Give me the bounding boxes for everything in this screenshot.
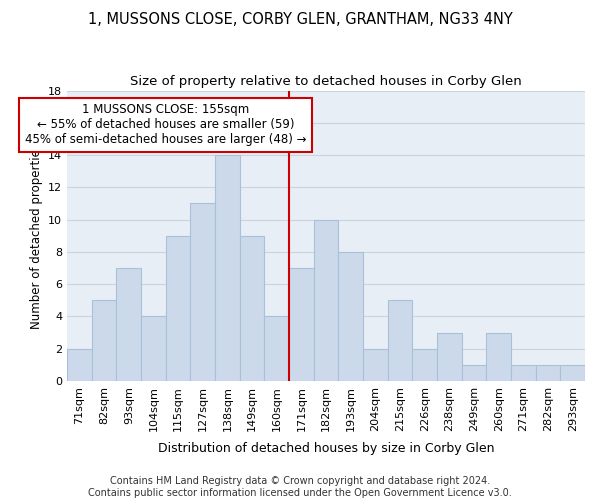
Text: 1, MUSSONS CLOSE, CORBY GLEN, GRANTHAM, NG33 4NY: 1, MUSSONS CLOSE, CORBY GLEN, GRANTHAM, … bbox=[88, 12, 512, 28]
Y-axis label: Number of detached properties: Number of detached properties bbox=[29, 142, 43, 328]
Bar bbox=[437, 332, 462, 381]
Bar bbox=[116, 268, 141, 381]
Title: Size of property relative to detached houses in Corby Glen: Size of property relative to detached ho… bbox=[130, 75, 522, 88]
Bar bbox=[166, 236, 190, 381]
Bar bbox=[511, 365, 536, 381]
Bar bbox=[487, 332, 511, 381]
X-axis label: Distribution of detached houses by size in Corby Glen: Distribution of detached houses by size … bbox=[158, 442, 494, 455]
Text: Contains HM Land Registry data © Crown copyright and database right 2024.
Contai: Contains HM Land Registry data © Crown c… bbox=[88, 476, 512, 498]
Bar bbox=[363, 348, 388, 381]
Bar bbox=[265, 316, 289, 381]
Text: 1 MUSSONS CLOSE: 155sqm
← 55% of detached houses are smaller (59)
45% of semi-de: 1 MUSSONS CLOSE: 155sqm ← 55% of detache… bbox=[25, 104, 307, 146]
Bar bbox=[240, 236, 265, 381]
Bar bbox=[338, 252, 363, 381]
Bar bbox=[190, 204, 215, 381]
Bar bbox=[462, 365, 487, 381]
Bar bbox=[388, 300, 412, 381]
Bar bbox=[314, 220, 338, 381]
Bar bbox=[141, 316, 166, 381]
Bar bbox=[215, 155, 240, 381]
Bar bbox=[67, 348, 92, 381]
Bar bbox=[92, 300, 116, 381]
Bar bbox=[289, 268, 314, 381]
Bar bbox=[536, 365, 560, 381]
Bar bbox=[412, 348, 437, 381]
Bar bbox=[560, 365, 585, 381]
